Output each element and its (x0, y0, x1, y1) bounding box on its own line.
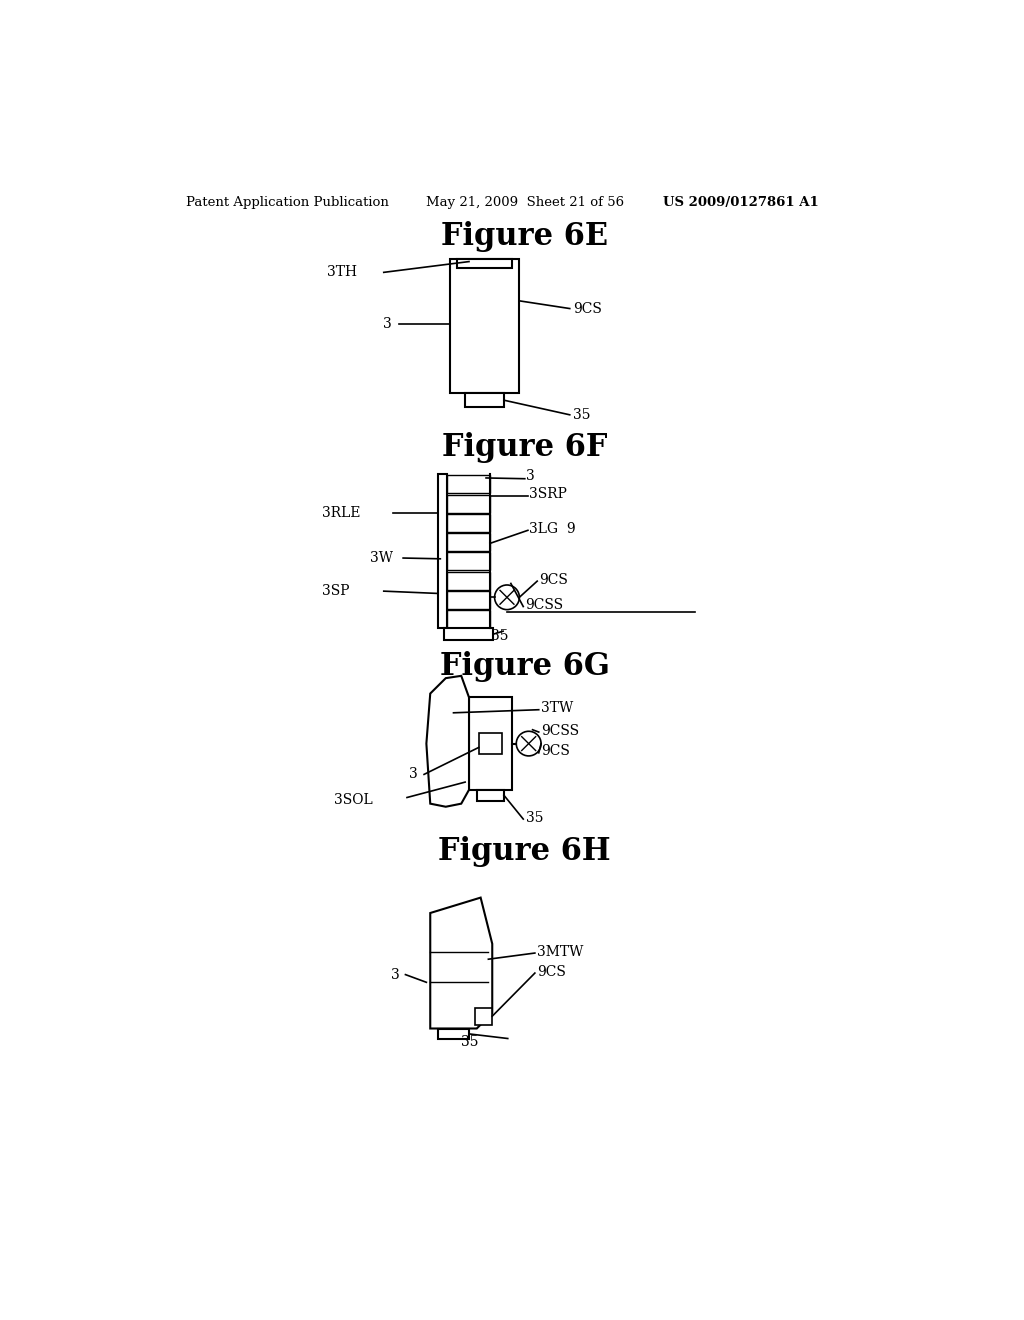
Text: 3LG  9: 3LG 9 (529, 521, 577, 536)
Polygon shape (426, 676, 469, 807)
Text: 9CS: 9CS (539, 573, 567, 586)
Text: 3W: 3W (370, 550, 393, 565)
Text: Patent Application Publication: Patent Application Publication (186, 195, 389, 209)
Polygon shape (430, 898, 493, 1028)
Bar (447, 475, 489, 494)
Bar (478, 733, 502, 755)
Text: 3SP: 3SP (323, 585, 349, 598)
Bar (447, 495, 489, 512)
Circle shape (495, 585, 519, 610)
Text: 9CSS: 9CSS (541, 723, 580, 738)
Text: 9CS: 9CS (541, 744, 570, 758)
Text: 35: 35 (490, 628, 508, 643)
Bar (458, 259, 512, 268)
Text: 35: 35 (572, 408, 591, 422)
Bar (465, 393, 504, 407)
Text: May 21, 2009  Sheet 21 of 56: May 21, 2009 Sheet 21 of 56 (426, 195, 625, 209)
Text: Figure 6F: Figure 6F (442, 432, 607, 462)
Text: 3TW: 3TW (541, 701, 573, 715)
Text: 3TH: 3TH (328, 265, 357, 280)
Bar (444, 628, 493, 640)
Bar (438, 1028, 469, 1039)
Bar (447, 552, 489, 570)
Text: 3: 3 (410, 767, 418, 781)
Bar (447, 610, 489, 628)
Text: Figure 6E: Figure 6E (441, 222, 608, 252)
Bar (477, 789, 504, 800)
Bar (475, 1007, 493, 1024)
Bar (450, 259, 519, 393)
Text: Figure 6G: Figure 6G (440, 651, 609, 682)
Bar (447, 533, 489, 552)
Text: 35: 35 (461, 1035, 479, 1049)
Bar (447, 591, 489, 609)
Text: 9CS: 9CS (572, 301, 602, 315)
Text: 3SRP: 3SRP (529, 487, 567, 502)
Text: 35: 35 (525, 810, 543, 825)
Text: 3RLE: 3RLE (322, 506, 360, 520)
Text: Figure 6H: Figure 6H (438, 836, 611, 867)
Bar (438, 474, 447, 628)
Circle shape (516, 731, 541, 756)
Text: 3SOL: 3SOL (334, 793, 373, 807)
Bar (447, 513, 489, 532)
Text: 3: 3 (390, 968, 399, 982)
Text: 3: 3 (526, 470, 536, 483)
Bar (447, 572, 489, 590)
Text: 9CSS: 9CSS (524, 598, 563, 612)
Text: US 2009/0127861 A1: US 2009/0127861 A1 (663, 195, 818, 209)
Text: 3MTW: 3MTW (538, 945, 584, 958)
Text: 3: 3 (383, 317, 391, 331)
Bar (469, 697, 512, 789)
Text: 9CS: 9CS (538, 965, 566, 978)
